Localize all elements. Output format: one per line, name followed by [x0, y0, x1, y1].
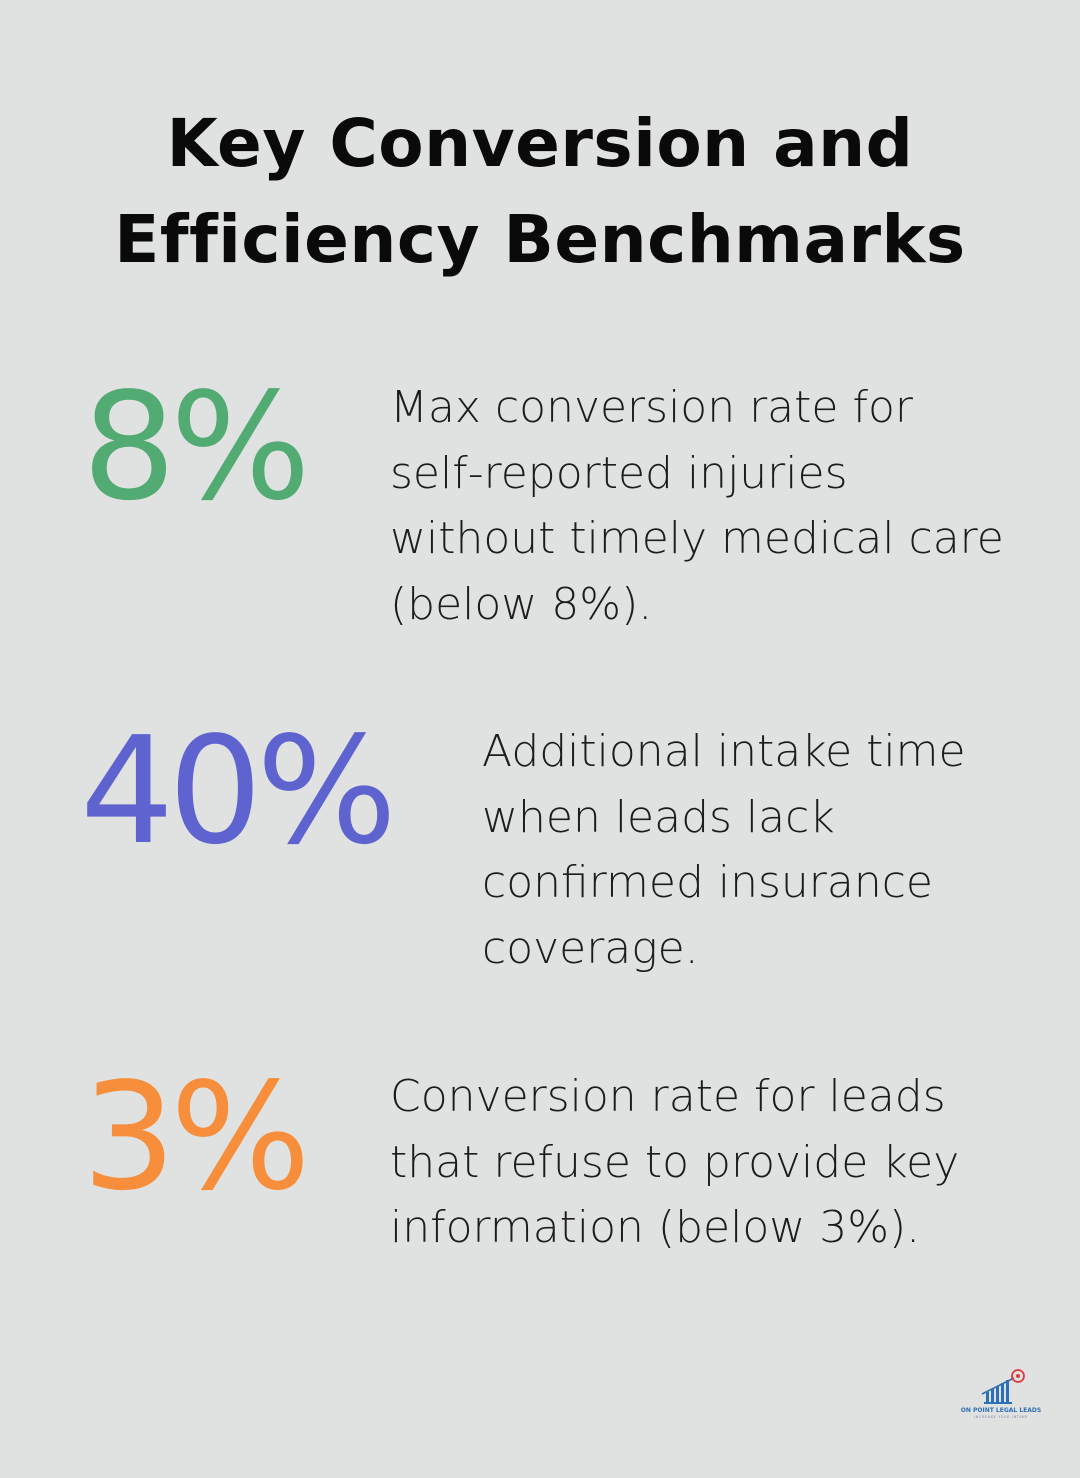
stat-description-line: Additional intake time [482, 726, 966, 777]
title-line-1: Key Conversion and [166, 105, 914, 182]
stat-description-2: Additional intake time when leads lack c… [482, 719, 1042, 981]
stat-description-line: self-reported injuries [390, 447, 848, 499]
stat-description-3: Conversion rate for leads that refuse to… [390, 1064, 1010, 1261]
stat-description-line: that refuse to provide key [390, 1136, 960, 1188]
stat-value-40-percent: 40% [80, 705, 397, 877]
stat-value-8-percent: 8% [82, 361, 311, 533]
stat-description-line: (below 8%). [390, 578, 653, 630]
stat-description-line: information (below 3%). [390, 1202, 921, 1253]
stat-description-line: coverage. [482, 922, 699, 974]
logo-name: ON POINT LEGAL LEADS [960, 1407, 1042, 1414]
stat-description-line: without timely medical care [390, 513, 1004, 564]
page-title: Key Conversion and Efficiency Benchmarks [0, 96, 1080, 288]
brand-logo: ON POINT LEGAL LEADS INCREASE YOUR INTAK… [958, 1366, 1044, 1422]
logo-tagline: INCREASE YOUR INTAKE [974, 1415, 1028, 1419]
title-line-2: Efficiency Benchmarks [114, 201, 966, 278]
stat-description-line: Conversion rate for leads [390, 1071, 946, 1122]
stat-description-line: Max conversion rate for [390, 382, 913, 433]
logo-chart-icon [981, 1369, 1025, 1404]
stat-description-1: Max conversion rate for self-reported in… [390, 375, 1010, 637]
stat-description-line: when leads lack [482, 791, 835, 843]
stat-description-line: confirmed insurance [482, 857, 933, 908]
stat-value-3-percent: 3% [82, 1051, 311, 1223]
